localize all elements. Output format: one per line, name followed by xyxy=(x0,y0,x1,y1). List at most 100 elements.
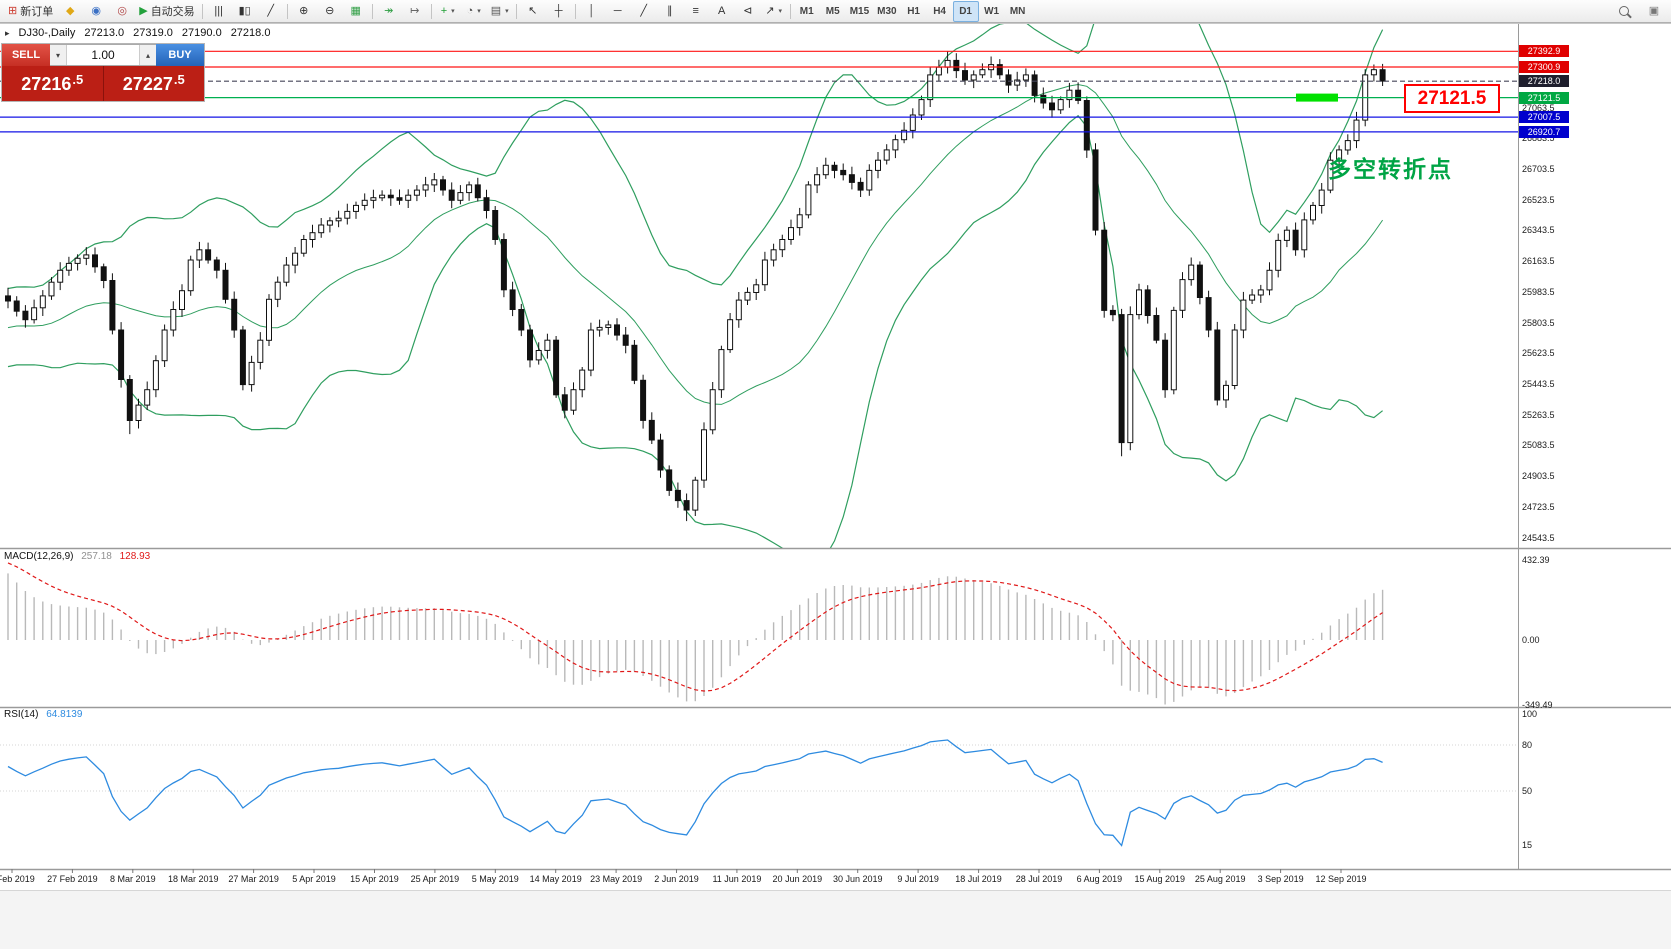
zoom-in-icon: ⊕ xyxy=(299,4,309,17)
draw-text-icon: A xyxy=(718,4,726,17)
search-button[interactable] xyxy=(1611,1,1637,22)
chart-bars-button[interactable]: ||| xyxy=(206,1,232,22)
chart-candles-button[interactable]: ▮▯ xyxy=(232,1,258,22)
timeframe-h1-button[interactable]: H1 xyxy=(901,1,927,22)
tile-windows-button[interactable]: ▦ xyxy=(343,1,369,22)
date-axis-label: 18 Jul 2019 xyxy=(955,874,1002,884)
data-window-button[interactable]: ◉ xyxy=(83,1,109,22)
data-window-icon: ◉ xyxy=(91,4,102,17)
price-badge: 27121.5 xyxy=(1519,91,1569,104)
date-axis-label: 18 Mar 2019 xyxy=(167,874,219,884)
templates-button[interactable]: ▤ ▾ xyxy=(487,1,513,22)
timeframe-m15-button[interactable]: M15 xyxy=(846,1,873,22)
cursor-icon: ↖ xyxy=(528,4,538,17)
templates-icon: ▤ xyxy=(490,4,502,17)
crosshair-icon: ┼ xyxy=(554,4,563,17)
chart-shift-button[interactable]: ↦ xyxy=(402,1,428,22)
auto-scroll-icon: ↠ xyxy=(384,4,394,17)
price-axis-label: 26523.5 xyxy=(1522,194,1555,205)
timeframe-m1-label: M1 xyxy=(799,5,814,17)
date-axis-label: 27 Feb 2019 xyxy=(47,874,98,884)
draw-text-button[interactable]: A xyxy=(709,1,735,22)
date-axis-label: 8 Feb 2019 xyxy=(0,874,35,884)
navigator-button[interactable]: ◎ xyxy=(109,1,135,22)
draw-trendline-button[interactable]: ╱ xyxy=(631,1,657,22)
price-badge: 27392.9 xyxy=(1519,45,1569,58)
chat-icon: ▣ xyxy=(1648,4,1660,17)
high-value: 27319.0 xyxy=(133,27,173,39)
volume-increase-button[interactable]: ▴ xyxy=(139,45,156,65)
timeframe-w1-button[interactable]: W1 xyxy=(979,1,1005,22)
volume-value[interactable]: 1.00 xyxy=(91,48,115,62)
zoom-in-button[interactable]: ⊕ xyxy=(291,1,317,22)
price-callout-box[interactable]: 27121.5 xyxy=(1404,84,1500,113)
macd-main-value: 257.18 xyxy=(81,551,112,562)
crosshair-button[interactable]: ┼ xyxy=(546,1,572,22)
toolbar-separator xyxy=(515,3,517,19)
buy-button[interactable]: BUY xyxy=(156,44,204,66)
market-watch-button[interactable]: ◆ xyxy=(57,1,83,22)
timeframe-h4-button[interactable]: H4 xyxy=(927,1,953,22)
zoom-out-button[interactable]: ⊖ xyxy=(317,1,343,22)
buy-price[interactable]: 27227 .5 xyxy=(103,66,204,101)
market-watch-icon: ◆ xyxy=(65,4,75,17)
rsi-axis-label: 50 xyxy=(1522,786,1533,796)
auto-scroll-button[interactable]: ↠ xyxy=(376,1,402,22)
timeframe-m5-label: M5 xyxy=(825,5,840,17)
templates-caret-icon: ▾ xyxy=(505,8,509,15)
price-axis-label: 26883.5 xyxy=(1522,133,1555,144)
chart-bars-icon: ||| xyxy=(214,4,223,17)
date-axis-label: 15 Apr 2019 xyxy=(350,874,399,884)
draw-fibonacci-icon: ≡ xyxy=(692,4,699,17)
draw-channel-button[interactable]: ∥ xyxy=(657,1,683,22)
price-axis-label: 25443.5 xyxy=(1522,379,1555,389)
toolbar-separator xyxy=(371,3,373,19)
cursor-button[interactable]: ↖ xyxy=(520,1,546,22)
timeframe-m5-button[interactable]: M5 xyxy=(820,1,846,22)
autotrading-icon: ▶ xyxy=(139,4,148,17)
draw-vline-icon: │ xyxy=(588,4,596,17)
date-axis-label: 11 Jun 2019 xyxy=(712,874,762,884)
sell-price-frac: .5 xyxy=(72,72,84,87)
price-axis-label: 27063.5 xyxy=(1522,102,1555,113)
periods-caret-icon: ▾ xyxy=(477,8,481,15)
draw-hline-button[interactable]: ─ xyxy=(605,1,631,22)
sell-price[interactable]: 27216 .5 xyxy=(2,66,104,101)
timeframe-m30-label: M30 xyxy=(877,5,897,17)
price-axis-label: 25983.5 xyxy=(1522,286,1555,297)
turning-point-annotation[interactable]: 多空转折点 xyxy=(1328,156,1453,182)
draw-arrows-caret-icon: ▾ xyxy=(778,8,783,15)
price-axis-label: 25263.5 xyxy=(1522,409,1555,420)
timeframe-m1-button[interactable]: M1 xyxy=(794,1,820,22)
draw-vline-button[interactable]: │ xyxy=(579,1,605,22)
timeframe-mn-button[interactable]: MN xyxy=(1005,1,1031,22)
macd-signal-value: 128.93 xyxy=(119,551,151,562)
date-axis-label: 8 Mar 2019 xyxy=(110,874,156,884)
periods-button[interactable]: ◔ ▾ xyxy=(461,1,487,22)
price-axis-label: 25803.5 xyxy=(1522,317,1555,328)
sell-button[interactable]: SELL xyxy=(2,44,50,66)
draw-channel-icon: ∥ xyxy=(666,4,673,17)
volume-decrease-button[interactable]: ▾ xyxy=(50,45,67,65)
chat-button[interactable]: ▣ xyxy=(1641,1,1667,22)
timeframe-m30-button[interactable]: M30 xyxy=(873,1,900,22)
timeframe-d1-label: D1 xyxy=(959,5,972,17)
symbol-period-label: DJ30-,Daily xyxy=(18,27,76,39)
date-axis-label: 25 Aug 2019 xyxy=(1194,874,1246,884)
draw-label-button[interactable]: ⊲ xyxy=(735,1,761,22)
timeframe-d1-button[interactable]: D1 xyxy=(952,0,979,22)
date-axis-label: 30 Jun 2019 xyxy=(832,874,883,884)
timeframe-mn-label: MN xyxy=(1009,5,1026,17)
low-value: 27190.0 xyxy=(181,27,222,39)
date-axis-label: 25 Apr 2019 xyxy=(410,874,460,884)
open-value: 27213.0 xyxy=(84,27,125,39)
draw-arrows-button[interactable]: ↗ ▾ xyxy=(761,1,787,22)
add-indicator-button[interactable]: + ▾ xyxy=(435,1,461,22)
close-value: 27218.0 xyxy=(230,27,271,39)
chart-line-button[interactable]: ╱ xyxy=(258,1,284,22)
new-order-button[interactable]: ⊞ 新订单 xyxy=(4,1,57,22)
new-order-label: 新订单 xyxy=(20,6,54,18)
draw-fibonacci-button[interactable]: ≡ xyxy=(683,1,709,22)
autotrading-button[interactable]: ▶ 自动交易 xyxy=(135,1,198,22)
